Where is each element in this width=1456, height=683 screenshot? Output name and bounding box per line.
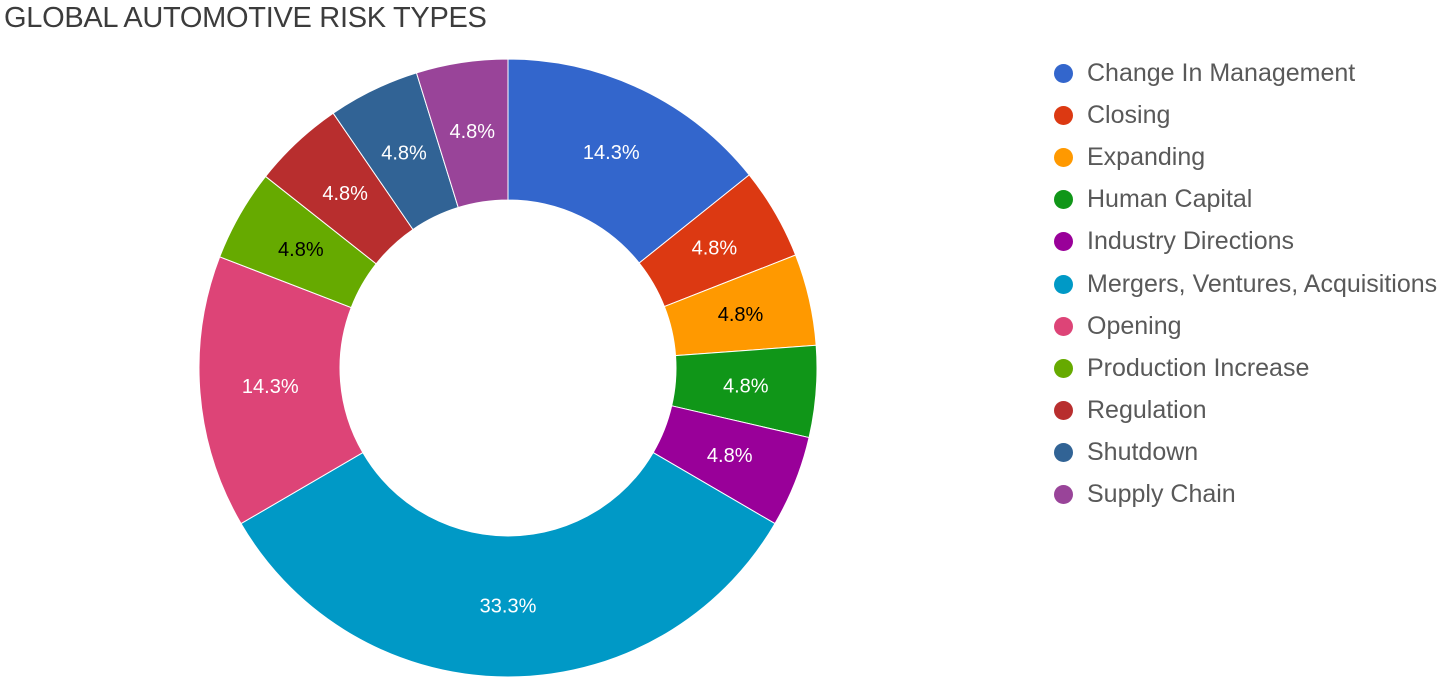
legend-label: Regulation — [1087, 396, 1207, 425]
legend-item-regulation[interactable]: Regulation — [1054, 390, 1454, 432]
slice-label-shutdown: 4.8% — [381, 142, 427, 164]
slice-mergers-ventures-acquisitions[interactable] — [240, 451, 776, 678]
slice-change-in-management[interactable] — [507, 58, 750, 264]
legend-label: Mergers, Ventures, Acquisitions — [1087, 269, 1438, 298]
legend-swatch — [1054, 63, 1073, 83]
slice-opening[interactable] — [198, 256, 364, 525]
legend-label: Expanding — [1087, 142, 1206, 171]
slice-label-human-capital: 4.8% — [723, 375, 769, 397]
slice-label-supply-chain: 4.8% — [449, 121, 495, 143]
legend-item-production-increase[interactable]: Production Increase — [1054, 347, 1454, 389]
slice-label-closing: 4.8% — [692, 238, 738, 260]
chart-title: GLOBAL AUTOMOTIVE RISK TYPES — [4, 2, 487, 34]
legend-swatch — [1054, 401, 1073, 421]
slice-label-production-increase: 4.8% — [278, 239, 324, 261]
legend-item-mergers-ventures-acquisitions[interactable]: Mergers, Ventures, Acquisitions — [1054, 263, 1454, 305]
legend-label: Closing — [1087, 100, 1171, 129]
slice-label-mergers-ventures-acquisitions: 33.3% — [480, 596, 537, 618]
legend-item-closing[interactable]: Closing — [1054, 94, 1454, 136]
slice-label-industry-directions: 4.8% — [707, 445, 753, 467]
slice-label-change-in-management: 14.3% — [583, 142, 640, 164]
legend-label: Supply Chain — [1087, 480, 1236, 509]
slice-label-expanding: 4.8% — [718, 304, 764, 326]
legend-item-industry-directions[interactable]: Industry Directions — [1054, 221, 1454, 263]
legend-label: Industry Directions — [1087, 227, 1295, 256]
donut-slices — [198, 58, 818, 678]
legend-label: Shutdown — [1087, 438, 1199, 467]
legend-item-supply-chain[interactable]: Supply Chain — [1054, 474, 1454, 516]
slice-label-opening: 14.3% — [242, 376, 299, 398]
slice-supply-chain[interactable] — [415, 58, 509, 209]
legend-swatch — [1054, 274, 1073, 294]
legend-item-change-in-management[interactable]: Change In Management — [1054, 52, 1454, 94]
legend-swatch — [1054, 443, 1073, 463]
chart-legend: Change In Management Closing Expanding Huma… — [1054, 52, 1454, 516]
legend-label: Change In Management — [1087, 58, 1356, 87]
legend-swatch — [1054, 358, 1073, 378]
legend-item-human-capital[interactable]: Human Capital — [1054, 179, 1454, 221]
donut-slice-labels: 14.3% 4.8% 4.8% 4.8% 4.8% 33.3% 14.3% 4.8% 4.8% 4… — [242, 121, 769, 617]
legend-item-opening[interactable]: Opening — [1054, 305, 1454, 347]
legend-swatch — [1054, 316, 1073, 336]
slice-label-regulation: 4.8% — [322, 183, 368, 205]
legend-item-expanding[interactable]: Expanding — [1054, 136, 1454, 178]
legend-item-shutdown[interactable]: Shutdown — [1054, 432, 1454, 474]
legend-swatch — [1054, 105, 1073, 125]
legend-label: Production Increase — [1087, 353, 1310, 382]
legend-swatch — [1054, 232, 1073, 252]
legend-swatch — [1054, 485, 1073, 505]
legend-swatch — [1054, 147, 1073, 167]
legend-swatch — [1054, 190, 1073, 210]
legend-label: Human Capital — [1087, 185, 1253, 214]
legend-label: Opening — [1087, 311, 1182, 340]
